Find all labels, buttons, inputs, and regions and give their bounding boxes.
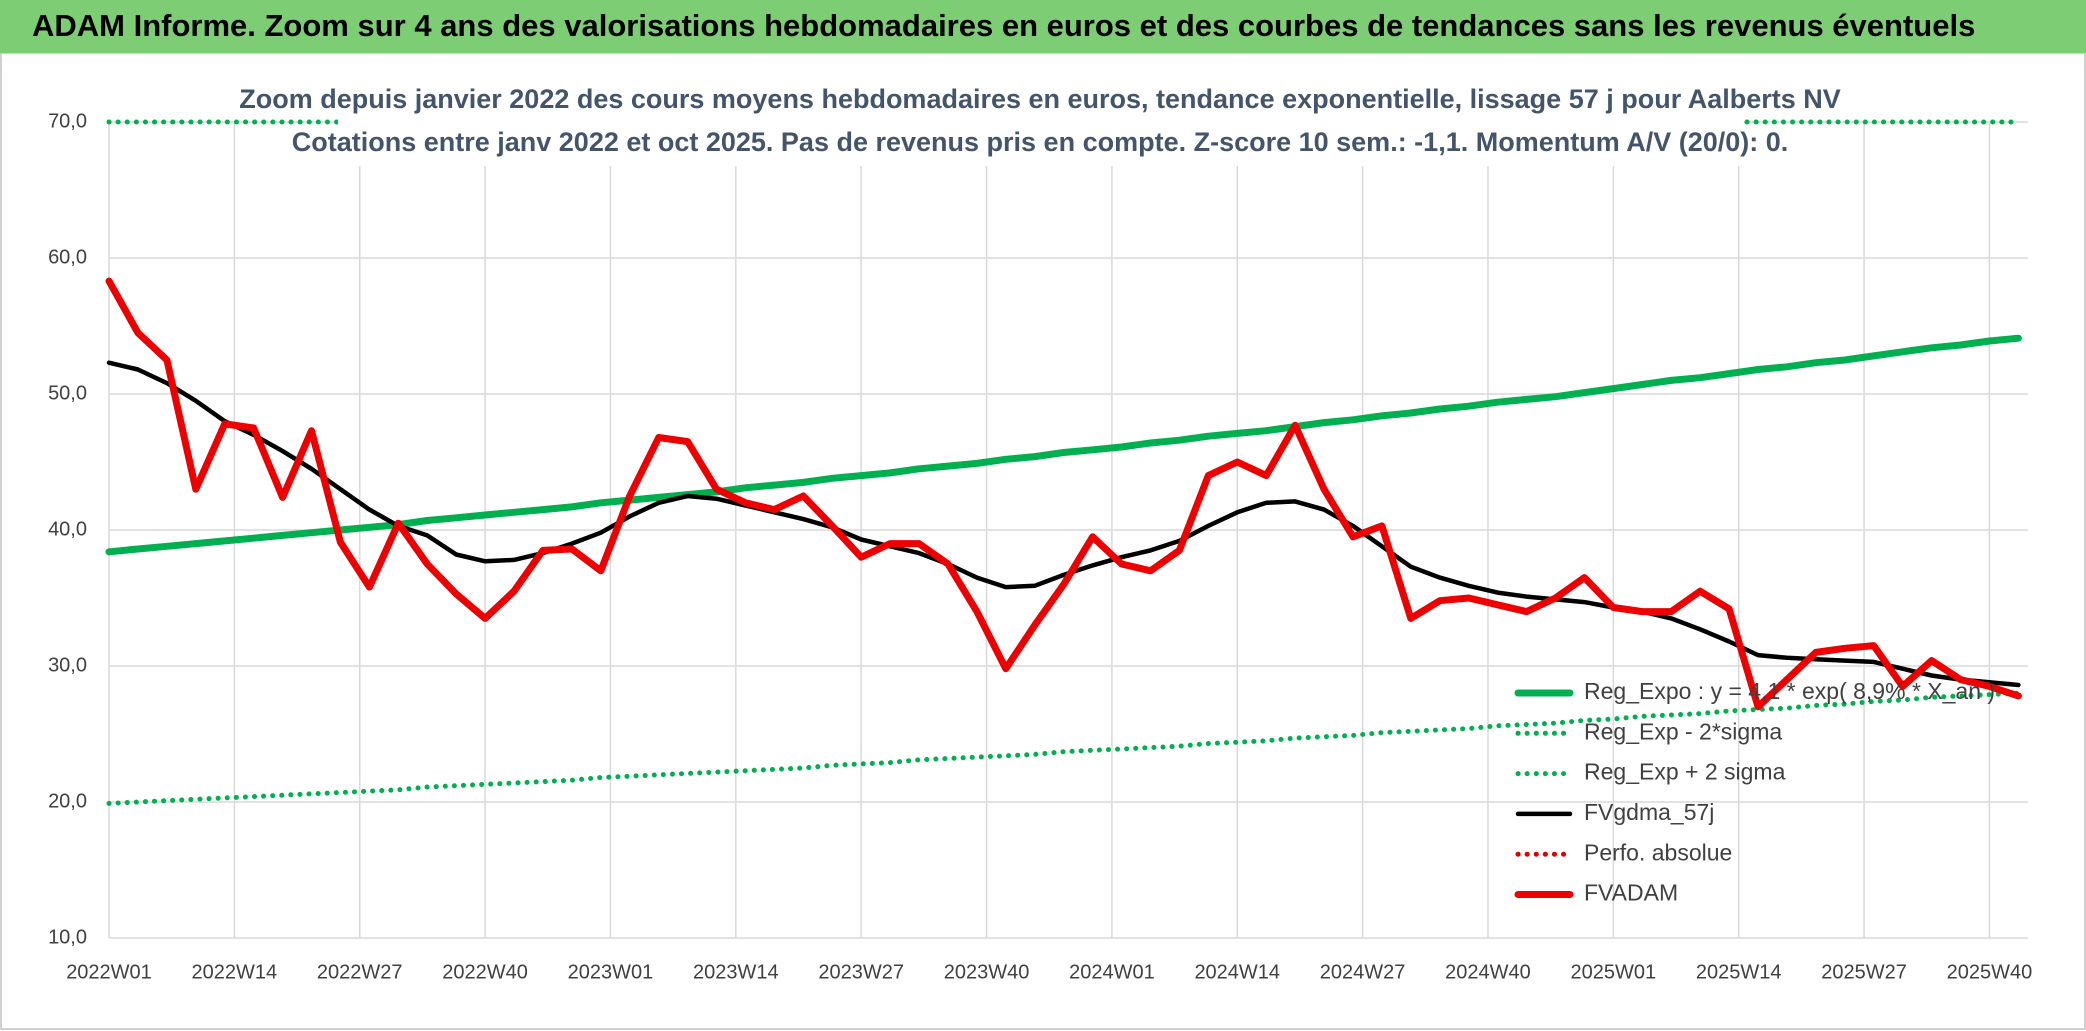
legend-label: Reg_Exp + 2 sigma (1584, 759, 1786, 785)
x-tick-label: 2023W40 (944, 961, 1030, 983)
header-bar (0, 0, 2086, 53)
series-line (105, 277, 2022, 711)
x-tick-label: 2023W01 (568, 961, 654, 983)
y-tick-label: 60,0 (48, 246, 87, 268)
chart-title: Zoom depuis janvier 2022 des cours moyen… (239, 84, 1841, 114)
x-tick-label: 2025W01 (1571, 961, 1657, 983)
x-tick-label: 2024W14 (1194, 961, 1280, 983)
legend-label: Reg_Exp - 2*sigma (1584, 718, 1782, 744)
legend: Reg_Expo : y = 4,1 * exp( 8,9% * X_an ) R… (1514, 678, 1995, 906)
series-line (105, 334, 2022, 556)
y-tick-label: 40,0 (48, 518, 87, 540)
chart-subtitle: Cotations entre janv 2022 et oct 2025. P… (292, 127, 1789, 157)
x-tick-label: 2022W01 (66, 961, 152, 983)
y-tick-label: 10,0 (48, 926, 87, 948)
x-tick-label: 2022W40 (442, 961, 528, 983)
legend-label: Reg_Expo : y = 4,1 * exp( 8,9% * X_an ) (1584, 678, 1995, 704)
y-tick-label: 70,0 (48, 110, 87, 132)
y-tick-label: 20,0 (48, 790, 87, 812)
y-tick-label: 30,0 (48, 654, 87, 676)
x-tick-label: 2023W14 (693, 961, 779, 983)
x-tick-label: 2022W27 (317, 961, 403, 983)
x-tick-label: 2024W01 (1069, 961, 1155, 983)
x-tick-label: 2025W40 (1947, 961, 2033, 983)
header-title: ADAM Informe. Zoom sur 4 ans des valoris… (32, 8, 1975, 43)
x-tick-label: 2022W14 (192, 961, 278, 983)
series-line (106, 360, 2021, 688)
x-tick-label: 2025W14 (1696, 961, 1782, 983)
x-tick-label: 2024W40 (1445, 961, 1531, 983)
title-box (338, 78, 1744, 166)
series-line (106, 690, 2021, 806)
x-tick-label: 2025W27 (1821, 961, 1907, 983)
x-tick-label: 2023W27 (818, 961, 904, 983)
x-tick-label: 2024W27 (1320, 961, 1406, 983)
axes: 10,0 20,0 30,0 40,0 50,0 60,0 70,0 2022W01 2022W… (48, 110, 2032, 983)
y-tick-label: 50,0 (48, 382, 87, 404)
legend-label: FVgdma_57j (1584, 799, 1714, 825)
legend-label: Perfo. absolue (1584, 839, 1732, 865)
legend-label: FVADAM (1584, 880, 1678, 906)
